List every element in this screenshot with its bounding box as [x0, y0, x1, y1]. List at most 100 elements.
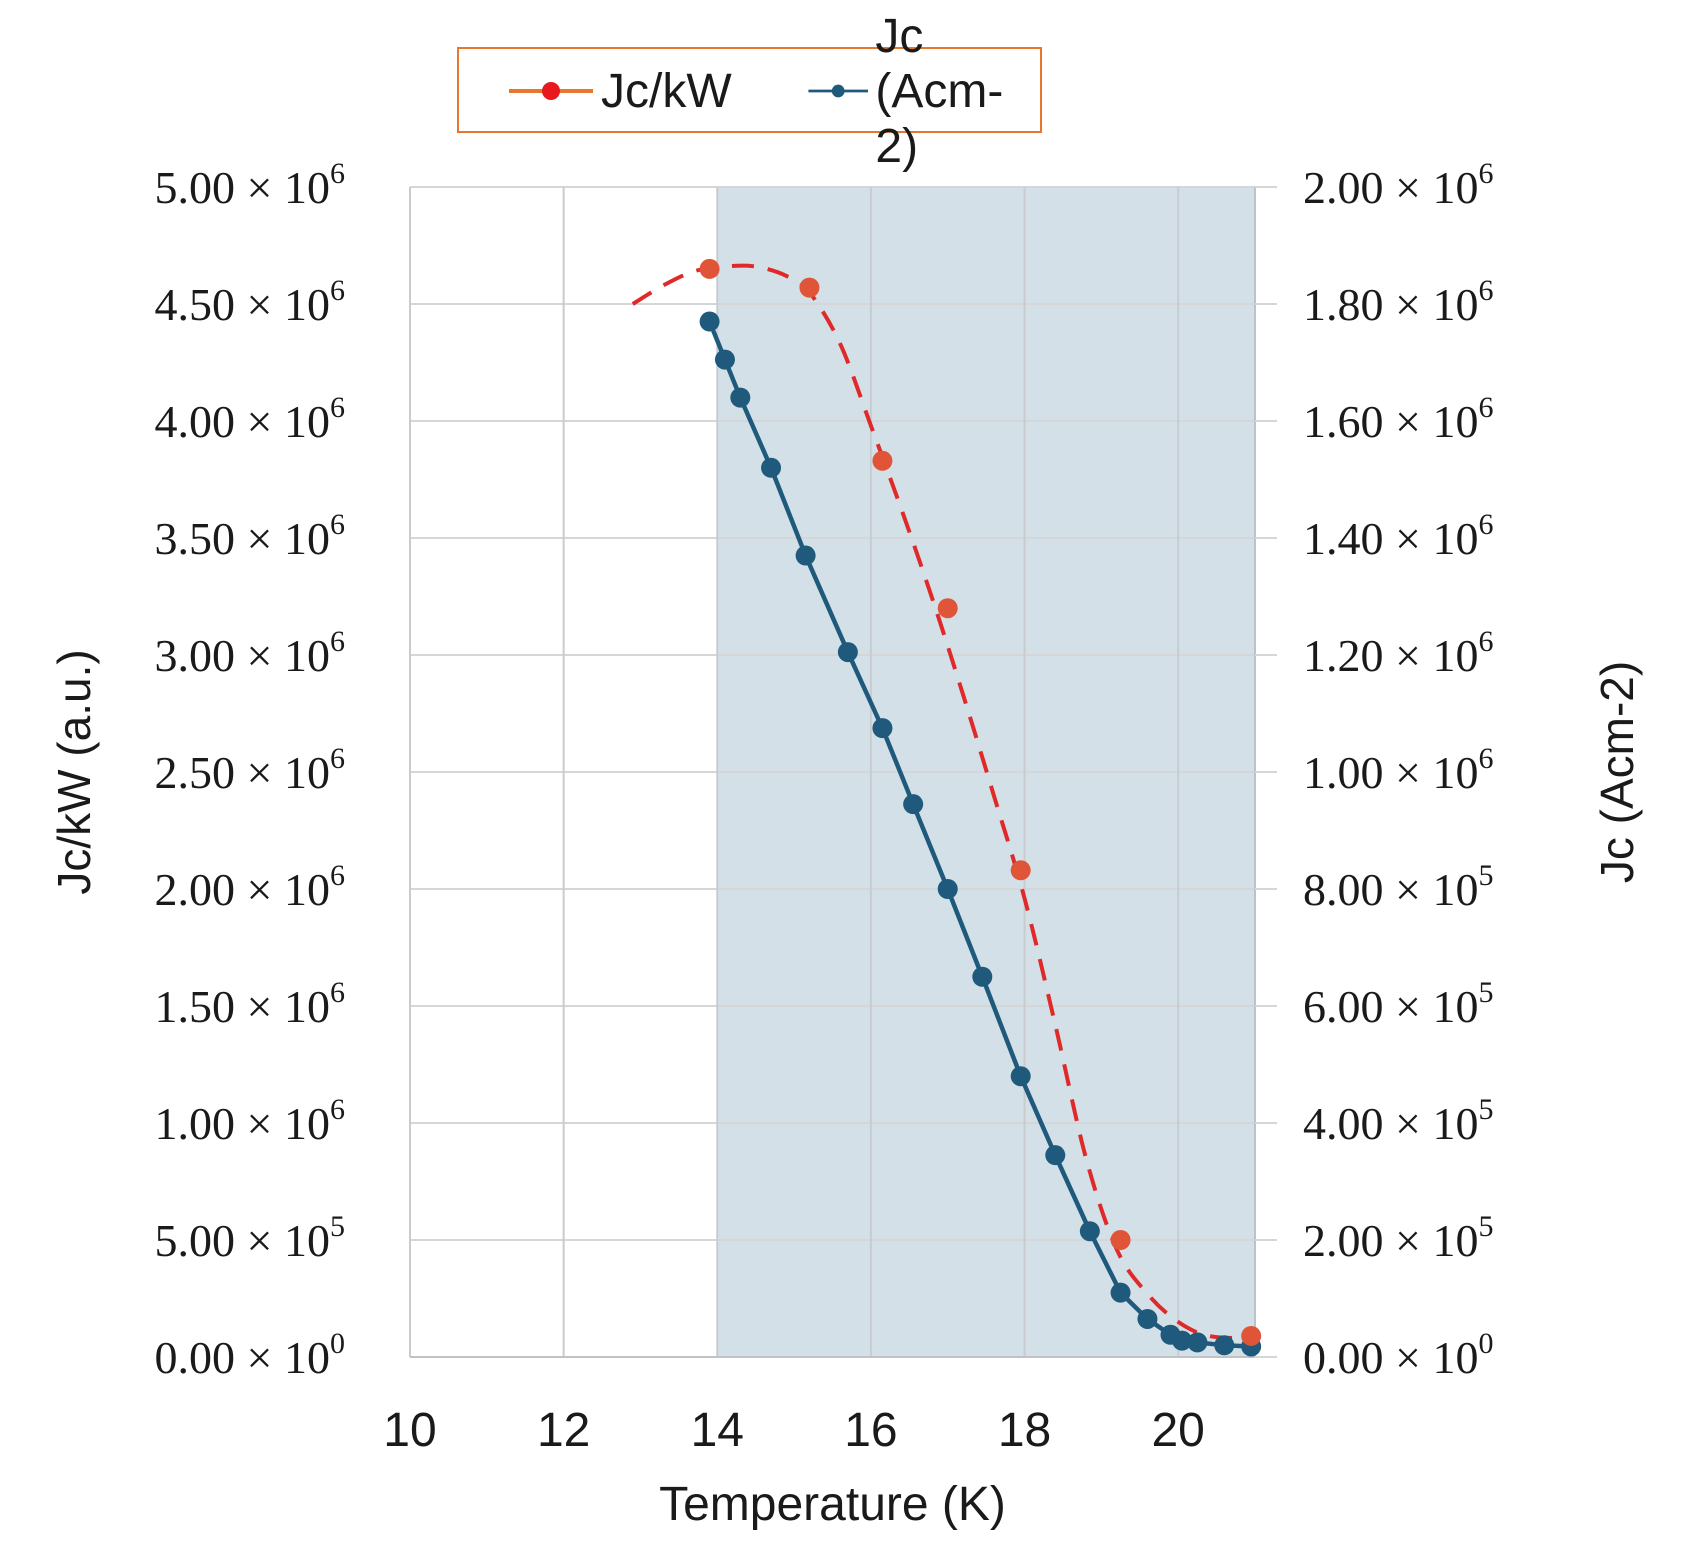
- tick-mantissa: 4.50 × 10: [155, 279, 330, 330]
- x-tick-label: 10: [383, 1404, 436, 1457]
- left-tick-label: 5.00 × 106: [155, 157, 345, 213]
- tick-exponent: 0: [1478, 1327, 1493, 1360]
- legend-marker-jc-kw: [509, 82, 593, 100]
- tick-exponent: 6: [330, 859, 345, 892]
- tick-mantissa: 4.00 × 10: [1303, 1098, 1478, 1149]
- tick-exponent: 5: [1478, 1093, 1493, 1126]
- left-tick-label: 1.00 × 106: [155, 1093, 345, 1149]
- tick-mantissa: 0.00 × 10: [1303, 1332, 1478, 1383]
- left-tick-label: 2.00 × 106: [155, 859, 345, 915]
- tick-exponent: 6: [1478, 508, 1493, 541]
- left-tick-label: 3.00 × 106: [155, 625, 345, 681]
- tick-mantissa: 1.40 × 10: [1303, 513, 1478, 564]
- tick-mantissa: 1.80 × 10: [1303, 279, 1478, 330]
- tick-mantissa: 2.00 × 10: [1303, 1215, 1478, 1266]
- x-tick-label: 12: [537, 1404, 590, 1457]
- tick-exponent: 6: [330, 1093, 345, 1126]
- right-axis-title: Jc (Acm-2): [1591, 661, 1643, 883]
- right-tick-label: 1.40 × 106: [1303, 508, 1493, 564]
- gridlines: [409, 186, 1277, 1358]
- tick-mantissa: 5.00 × 10: [155, 1215, 330, 1266]
- jc-kw-point: [799, 277, 820, 298]
- x-tick-label: 14: [691, 1404, 744, 1457]
- left-axis-title: Jc/kW (a.u.): [48, 649, 100, 894]
- tick-exponent: 5: [330, 1210, 345, 1243]
- right-tick-label: 1.00 × 106: [1303, 742, 1493, 798]
- tick-mantissa: 2.50 × 10: [155, 747, 330, 798]
- right-tick-label: 6.00 × 105: [1303, 976, 1493, 1032]
- series-jc: [699, 311, 1262, 1357]
- jc-point: [1010, 1066, 1031, 1087]
- left-tick-label: 1.50 × 106: [155, 976, 345, 1032]
- x-axis-title: Temperature (K): [659, 1478, 1006, 1531]
- tick-mantissa: 1.00 × 10: [1303, 747, 1478, 798]
- tick-exponent: 6: [330, 508, 345, 541]
- jc-point: [837, 642, 858, 663]
- legend-label-jc: Jc (Acm-2): [875, 9, 1004, 173]
- tick-mantissa: 3.00 × 10: [155, 630, 330, 681]
- tick-mantissa: 3.50 × 10: [155, 513, 330, 564]
- legend: Jc/kW Jc (Acm-2): [457, 10, 1042, 173]
- jc-kw-point: [937, 598, 958, 619]
- jc-point: [872, 718, 893, 739]
- right-tick-label: 1.80 × 106: [1303, 274, 1493, 330]
- tick-mantissa: 6.00 × 10: [1303, 981, 1478, 1032]
- jc-point: [1172, 1330, 1193, 1351]
- tick-mantissa: 1.20 × 10: [1303, 630, 1478, 681]
- jc-point: [714, 349, 735, 370]
- right-tick-label: 1.60 × 106: [1303, 391, 1493, 447]
- jc-kw-point: [699, 258, 720, 279]
- x-tick-label: 20: [1151, 1404, 1204, 1457]
- x-tick-label: 16: [844, 1404, 897, 1457]
- jc-point: [1110, 1282, 1131, 1303]
- tick-exponent: 6: [330, 157, 345, 190]
- tick-exponent: 5: [1478, 859, 1493, 892]
- tick-exponent: 6: [1478, 742, 1493, 775]
- legend-label-jc-kw: Jc/kW: [601, 64, 732, 118]
- legend-item-jc: Jc (Acm-2): [807, 10, 1040, 173]
- series-jc-kw-points: [699, 258, 1262, 1346]
- jc-point: [1187, 1332, 1208, 1353]
- left-tick-label: 3.50 × 106: [155, 508, 345, 564]
- tick-mantissa: 1.00 × 10: [155, 1098, 330, 1149]
- tick-mantissa: 8.00 × 10: [1303, 864, 1478, 915]
- right-tick-label: 4.00 × 105: [1303, 1093, 1493, 1149]
- jc-point: [730, 387, 751, 408]
- tick-exponent: 6: [330, 742, 345, 775]
- jc-kw-point: [1110, 1230, 1131, 1250]
- tick-exponent: 6: [330, 625, 345, 658]
- jc-point: [795, 545, 816, 566]
- right-tick-label: 1.20 × 106: [1303, 625, 1493, 681]
- series-jc-kw-fit: [631, 263, 1252, 1341]
- left-tick-label: 5.00 × 105: [155, 1210, 345, 1266]
- tick-mantissa: 2.00 × 10: [155, 864, 330, 915]
- x-tick-label: 18: [998, 1404, 1051, 1457]
- jc-kw-fit-curve: [631, 263, 1252, 1341]
- jc-point: [972, 966, 993, 987]
- jc-point: [699, 311, 720, 332]
- tick-exponent: 5: [1478, 1210, 1493, 1243]
- tick-exponent: 6: [330, 391, 345, 424]
- tick-mantissa: 2.00 × 10: [1303, 162, 1478, 213]
- tick-mantissa: 4.00 × 10: [155, 396, 330, 447]
- tick-exponent: 5: [1478, 976, 1493, 1009]
- jc-point: [1214, 1335, 1235, 1356]
- jc-point: [1079, 1221, 1100, 1242]
- x-tick-labels: 10 12 14 16 18 20: [383, 1404, 1205, 1457]
- legend-marker-jc: [808, 84, 869, 98]
- tick-exponent: 6: [1478, 391, 1493, 424]
- legend-item-jc-kw: Jc/kW: [507, 65, 732, 118]
- tick-exponent: 6: [1478, 157, 1493, 190]
- jc-kw-point: [872, 450, 893, 471]
- left-tick-label: 4.00 × 106: [155, 391, 345, 447]
- jc-kw-point: [1010, 860, 1031, 881]
- jc-kw-point: [1241, 1325, 1262, 1346]
- tick-exponent: 6: [1478, 274, 1493, 307]
- jc-point: [761, 457, 782, 478]
- right-tick-label: 8.00 × 105: [1303, 859, 1493, 915]
- jc-point: [1137, 1308, 1158, 1329]
- tick-mantissa: 1.50 × 10: [155, 981, 330, 1032]
- tick-exponent: 6: [1478, 625, 1493, 658]
- jc-point: [1045, 1145, 1066, 1166]
